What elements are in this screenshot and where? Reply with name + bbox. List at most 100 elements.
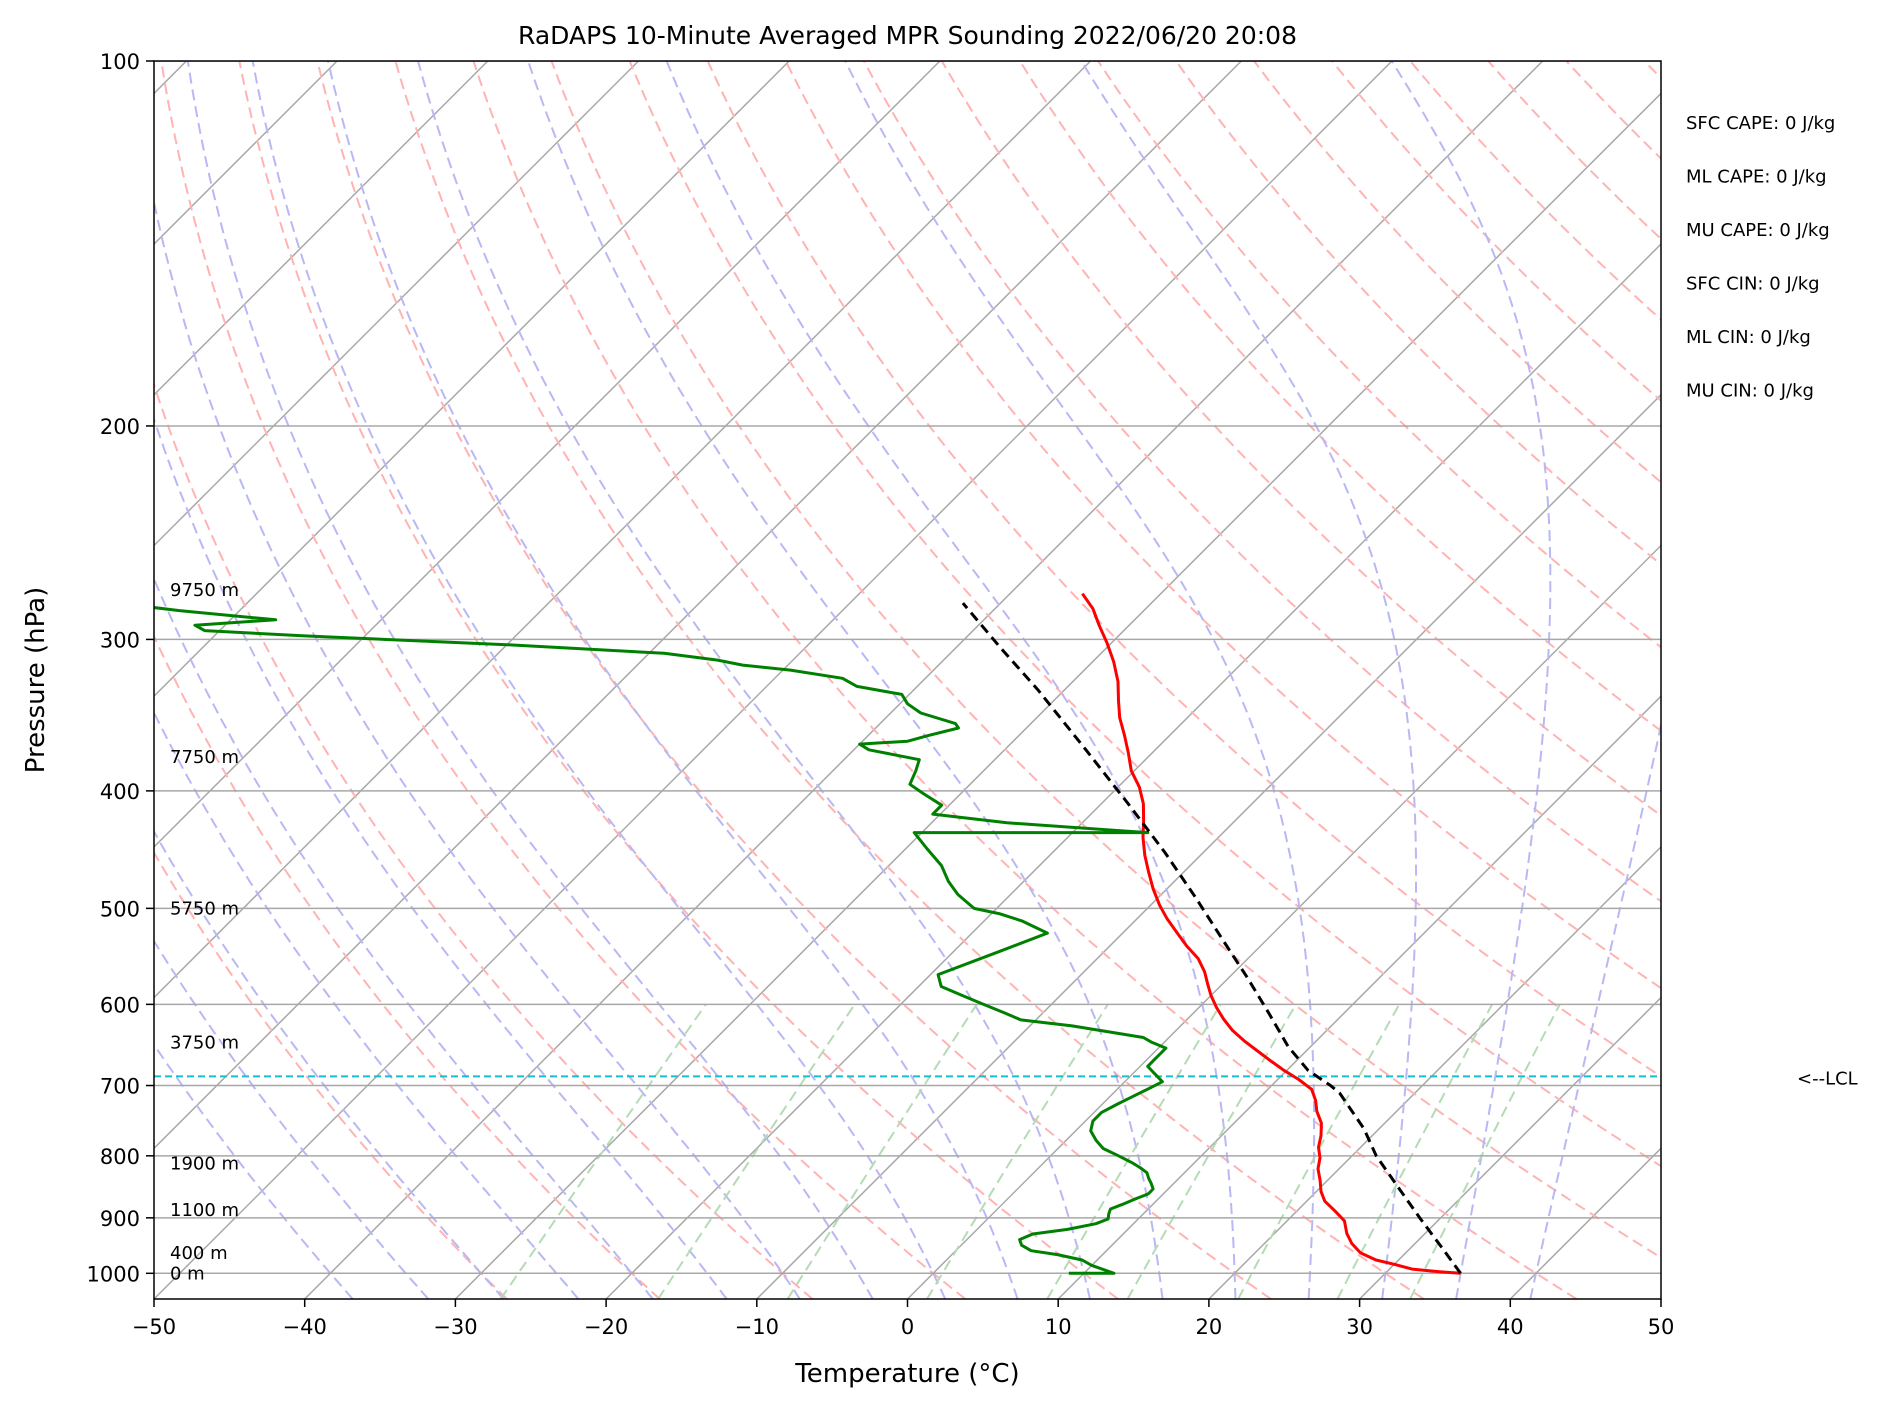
moist-adiabat-line: [1529, 720, 1661, 1299]
dry-adiabat-line: [1409, 61, 1661, 322]
dewpoint-trace: [154, 606, 1168, 1275]
y-tick-label: 300: [100, 628, 140, 652]
mixing-ratio-line: [786, 1003, 978, 1299]
mixing-ratio-line: [1126, 1003, 1297, 1299]
axes: −50 −40 −30 −20 −10 0 10 20 30 40 50 100 200 300 400 50…: [87, 50, 1675, 1339]
x-tick-label: −30: [433, 1315, 477, 1339]
dry-adiabat-line: [706, 61, 1661, 1078]
height-label: 1900 m: [170, 1154, 239, 1175]
height-label: 400 m: [170, 1243, 228, 1264]
isotherm-line: [154, 61, 489, 396]
mixing-ratio-line: [499, 1003, 707, 1299]
dry-adiabat-line: [1487, 61, 1661, 241]
isotherm-line: [1812, 61, 1882, 1299]
temperature-trace: [1081, 592, 1461, 1275]
isotherm-line: [1057, 695, 1661, 1299]
dry-adiabat-line: [940, 61, 1661, 817]
y-tick-label: 100: [100, 50, 140, 74]
dry-adiabat-line: [1331, 61, 1661, 403]
isotherm-line: [605, 243, 1661, 1299]
y-tick-label: 900: [100, 1207, 140, 1231]
moist-adiabat-line: [527, 61, 1164, 1299]
dry-adiabat-line: [154, 634, 661, 1299]
isotherm-line: [154, 61, 941, 848]
moist-adiabat-line: [154, 710, 580, 1299]
moist-adiabat-line: [154, 197, 801, 1299]
background-lines: [154, 61, 1882, 1299]
dry-adiabat-line: [160, 61, 966, 1299]
y-tick-label: 800: [100, 1145, 140, 1169]
dry-adiabat-line: [862, 61, 1661, 903]
dry-adiabat-line: [1097, 61, 1661, 649]
height-label: 1100 m: [170, 1200, 239, 1221]
chart-title: RaDAPS 10-Minute Averaged MPR Sounding 2…: [518, 21, 1297, 50]
y-axis-label: Pressure (hPa): [21, 587, 51, 774]
height-label: 3750 m: [170, 1032, 239, 1053]
stability-index: MU CIN: 0 J/kg: [1686, 381, 1814, 402]
dry-adiabat-line: [1565, 61, 1661, 160]
dry-adiabat-line: [550, 61, 1661, 1259]
dry-adiabat-line: [1175, 61, 1661, 566]
x-tick-label: 50: [1648, 1315, 1675, 1339]
isotherm-line: [1660, 1297, 1661, 1299]
mixing-ratio-line: [1237, 1003, 1401, 1299]
moist-adiabat-line: [154, 939, 430, 1299]
dry-adiabat-line: [1253, 61, 1661, 484]
stability-index: SFC CAPE: 0 J/kg: [1686, 113, 1835, 134]
dry-adiabat-line: [628, 61, 1661, 1168]
x-tick-label: 0: [901, 1315, 914, 1339]
chart-labels: RaDAPS 10-Minute Averaged MPR Sounding 2…: [21, 21, 1835, 1389]
x-tick-label: −40: [283, 1315, 327, 1339]
dry-adiabat-line: [1722, 61, 1882, 1299]
parcel-path: [961, 602, 1462, 1275]
isotherm-line: [304, 61, 1544, 1299]
stability-index: ML CAPE: 0 J/kg: [1686, 167, 1827, 188]
moist-adiabat-line: [1390, 61, 1552, 1299]
moist-adiabat-line: [154, 1042, 354, 1299]
dry-adiabat-line: [154, 850, 508, 1299]
x-tick-label: −20: [584, 1315, 628, 1339]
isotherm-line: [1359, 996, 1661, 1299]
dry-adiabat-line: [1019, 61, 1661, 733]
x-tick-label: 30: [1346, 1315, 1373, 1339]
stability-index: SFC CIN: 0 J/kg: [1686, 274, 1820, 295]
isotherm-line: [154, 61, 1092, 999]
isotherm-line: [154, 61, 640, 547]
moist-adiabat-line: [844, 61, 1316, 1299]
y-tick-label: 200: [100, 415, 140, 439]
x-tick-label: −50: [132, 1315, 176, 1339]
y-tick-label: 500: [100, 897, 140, 921]
moist-adiabat-line: [417, 61, 1091, 1299]
x-tick-label: −10: [735, 1315, 779, 1339]
isotherm-line: [154, 61, 1393, 1299]
moist-adiabat-line: [186, 61, 874, 1299]
height-label: 7750 m: [170, 747, 239, 768]
height-label: 5750 m: [170, 898, 239, 919]
isotherm-line: [1208, 845, 1661, 1299]
x-tick-label: 40: [1497, 1315, 1524, 1339]
y-tick-label: 600: [100, 993, 140, 1017]
stability-index: MU CAPE: 0 J/kg: [1686, 220, 1830, 241]
moist-adiabat-line: [154, 829, 505, 1299]
dry-adiabat-line: [1643, 61, 1661, 80]
lcl-label: <--LCL: [1797, 1068, 1858, 1089]
dry-adiabat-line: [394, 61, 1425, 1299]
moist-adiabat-line: [327, 61, 1019, 1299]
mixing-ratio-line: [1409, 1003, 1561, 1299]
moist-adiabat-line: [154, 576, 654, 1299]
mixing-ratio-line: [926, 1003, 1109, 1299]
moist-adiabat-line: [251, 61, 947, 1299]
isotherm-line: [454, 92, 1661, 1299]
height-label: 9750 m: [170, 580, 239, 601]
y-tick-label: 1000: [87, 1262, 140, 1286]
mixing-ratio-line: [1336, 1003, 1493, 1299]
height-label: 0 m: [170, 1263, 205, 1284]
y-tick-label: 700: [100, 1075, 140, 1099]
moist-adiabat-line: [1080, 61, 1418, 1299]
stability-index: ML CIN: 0 J/kg: [1686, 327, 1811, 348]
x-axis-label: Temperature (°C): [794, 1359, 1019, 1389]
dry-adiabat-line: [316, 61, 1272, 1299]
isotherm-line: [906, 544, 1661, 1299]
dry-adiabat-line: [154, 381, 814, 1299]
